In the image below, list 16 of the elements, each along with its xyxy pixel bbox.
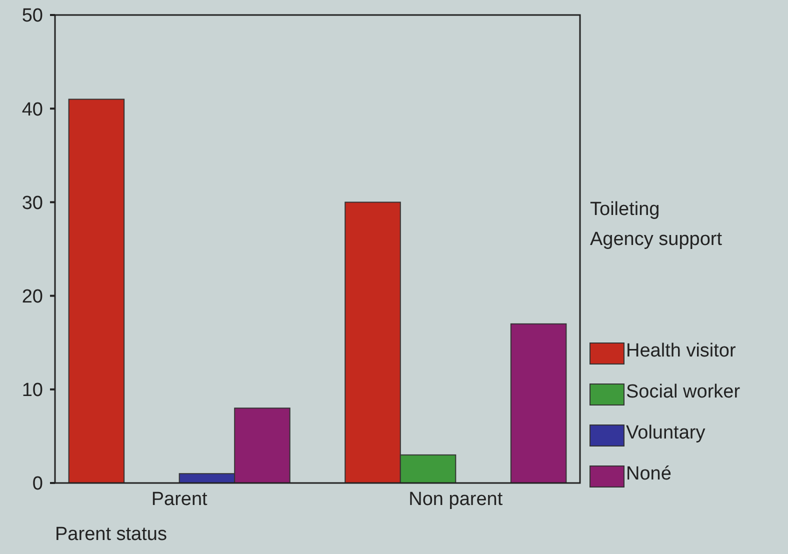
x-tick-label: Non parent: [408, 489, 504, 510]
legend-label: Voluntary: [626, 422, 706, 444]
legend-label: Health visitor: [626, 340, 736, 362]
x-tick-label: Parent: [151, 489, 208, 510]
x-axis-title: Parent status: [55, 524, 167, 545]
y-tick-label: 0: [32, 474, 43, 495]
legend-label: Social worker: [626, 382, 741, 403]
y-tick-label: 40: [22, 99, 43, 120]
y-tick-label: 20: [22, 286, 43, 308]
y-tick-label: 50: [22, 6, 43, 27]
bar: [510, 323, 567, 484]
y-tick-label: 10: [22, 380, 43, 402]
y-tick-label: 30: [22, 192, 43, 214]
bar: [68, 98, 125, 484]
legend-label: Noné: [626, 464, 672, 485]
legend-title: Toileting Agency support: [590, 199, 723, 250]
